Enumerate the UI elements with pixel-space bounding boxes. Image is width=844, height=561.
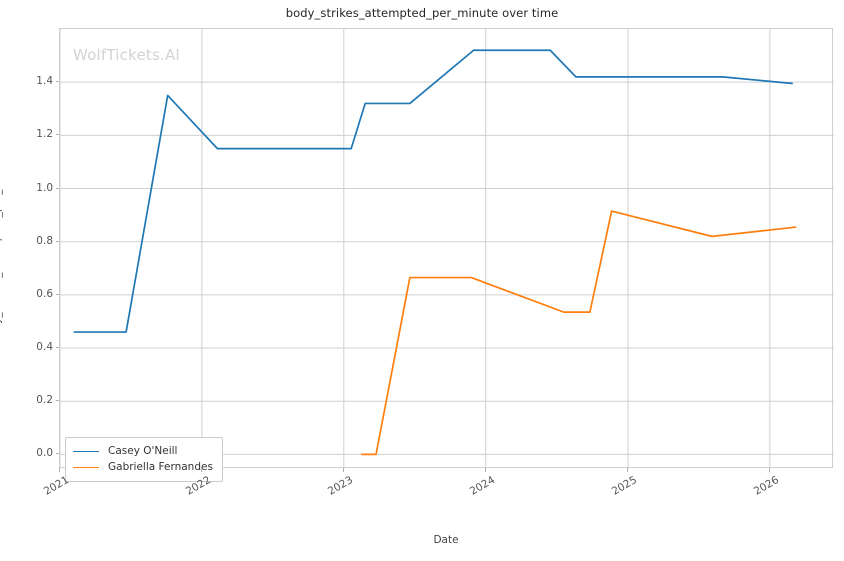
x-axis-label: Date	[433, 534, 459, 546]
chart-legend[interactable]: Casey O'Neill Gabriella Fernandes	[65, 437, 223, 482]
y-tick-mark	[55, 293, 59, 295]
legend-label: Casey O'Neill	[108, 445, 178, 457]
y-tick-label: 0.6	[36, 287, 53, 300]
y-tick-label: 0.4	[36, 341, 53, 354]
y-tick-label: 1.4	[36, 75, 53, 88]
x-tick-mark	[484, 468, 486, 472]
legend-color-swatch	[73, 450, 99, 452]
x-tick-label: 2024	[467, 474, 497, 498]
legend-item-0[interactable]: Casey O'Neill	[73, 443, 213, 459]
y-axis-label: body_strikes_attempted_per_minute	[0, 152, 3, 344]
x-tick-label: 2025	[609, 474, 639, 498]
legend-color-swatch	[73, 466, 99, 468]
y-tick-mark	[55, 187, 59, 189]
legend-label: Gabriella Fernandes	[108, 461, 213, 473]
x-tick-mark	[626, 468, 628, 472]
y-tick-label: 0.8	[36, 234, 53, 247]
series-line-0	[73, 49, 793, 333]
y-tick-label: 1.2	[36, 128, 53, 141]
series-lines	[73, 49, 797, 456]
y-tick-mark	[55, 81, 59, 83]
grid-lines	[60, 29, 834, 469]
x-tick-mark	[200, 468, 202, 472]
y-tick-mark	[55, 134, 59, 136]
y-tick-label: 1.0	[36, 181, 53, 194]
chart-title: body_strikes_attempted_per_minute over t…	[285, 6, 559, 20]
x-tick-mark	[768, 468, 770, 472]
y-tick-label: 0.0	[36, 447, 53, 460]
y-tick-mark	[55, 400, 59, 402]
y-tick-mark	[55, 240, 59, 242]
y-tick-mark	[55, 347, 59, 349]
y-tick-label: 0.2	[36, 394, 53, 407]
x-tick-label: 2021	[41, 474, 71, 498]
y-tick-mark	[55, 453, 59, 455]
series-line-1	[361, 210, 797, 456]
x-tick-mark	[59, 468, 60, 472]
x-tick-label: 2023	[325, 474, 355, 498]
plot-area: WolfTickets.AI	[59, 28, 834, 469]
x-tick-label: 2026	[751, 474, 781, 498]
x-tick-mark	[342, 468, 344, 472]
legend-item-1[interactable]: Gabriella Fernandes	[73, 459, 213, 475]
